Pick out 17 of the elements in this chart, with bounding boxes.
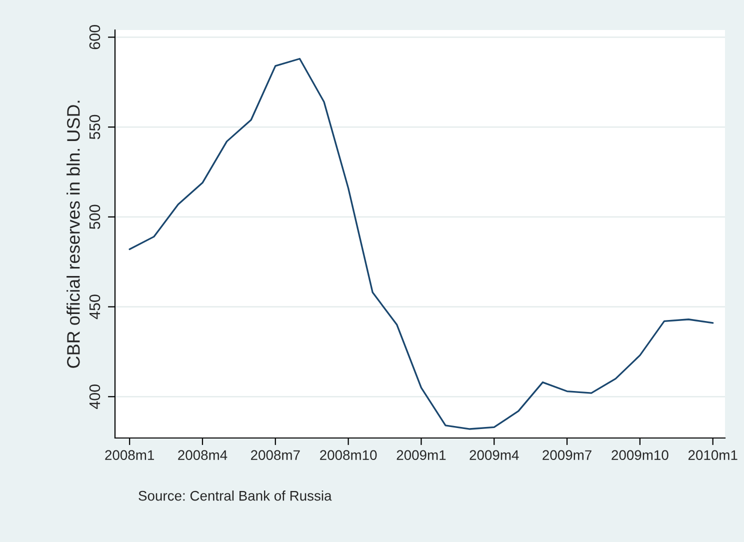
y-tick-label: 600 <box>89 25 100 50</box>
x-tick-label: 2010m1 <box>688 450 738 460</box>
line-series <box>128 58 714 430</box>
x-tick-label: 2009m1 <box>396 450 446 460</box>
y-tick-label: 550 <box>89 114 100 140</box>
y-tick-label: 450 <box>89 294 100 320</box>
y-tick-label: 500 <box>89 204 100 230</box>
x-tick-label: 2009m7 <box>542 450 592 460</box>
source-note: Source: Central Bank of Russia <box>138 490 332 501</box>
x-tick-label: 2008m7 <box>251 450 300 460</box>
x-tick-label: 2008m1 <box>105 450 154 460</box>
x-tick-label: 2008m4 <box>178 450 228 460</box>
x-tick-label: 2009m10 <box>612 450 668 460</box>
x-tick-label: 2008m10 <box>320 450 377 460</box>
y-tick-label: 400 <box>89 384 100 410</box>
x-tick-label: 2009m4 <box>470 450 519 460</box>
y-axis-title: CBR official reserves in bln. USD. <box>66 100 80 368</box>
